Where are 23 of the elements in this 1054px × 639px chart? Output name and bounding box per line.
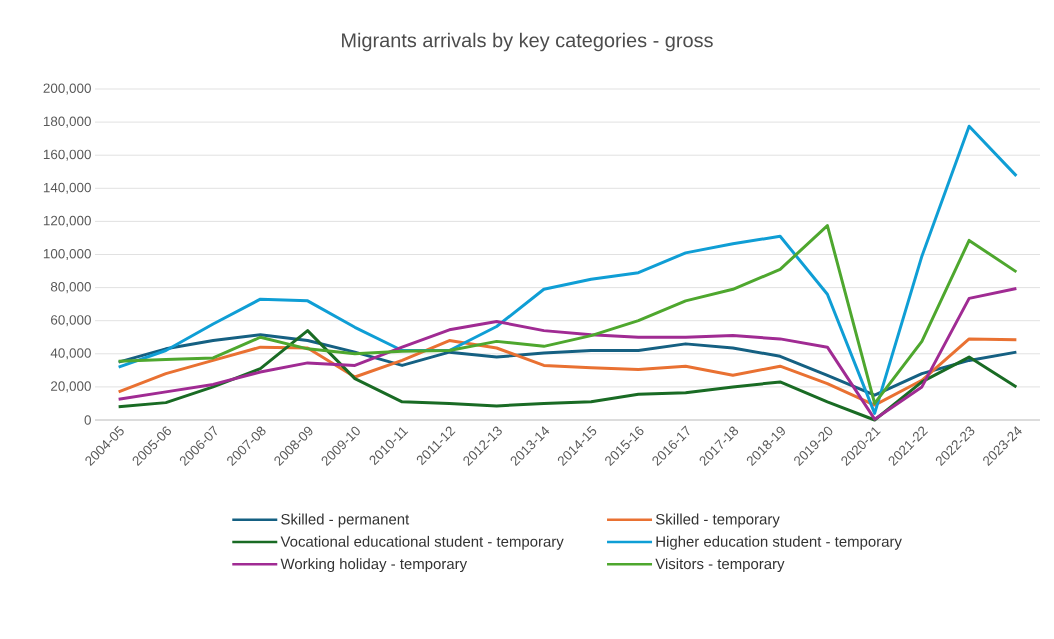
y-tick-label: 40,000 (50, 348, 91, 360)
y-tick-label: 20,000 (51, 381, 91, 393)
legend-label: Working holiday - temporary (280, 558, 468, 573)
y-tick-label: 0 (84, 415, 91, 425)
legend-label: Visitors - temporary (655, 558, 785, 573)
legend-label: Vocational educational student - temporary (280, 535, 564, 550)
line-series (117, 337, 1018, 407)
y-tick-label: 80,000 (50, 282, 91, 294)
legend-label: Skilled - temporary (655, 513, 780, 528)
line-series (117, 329, 1018, 422)
line-series (117, 224, 1018, 405)
y-tick-label: 100,000 (43, 248, 91, 261)
y-tick-label: 140,000 (43, 182, 91, 194)
y-tick-label: 120,000 (43, 215, 91, 227)
y-tick-label: 180,000 (43, 116, 91, 128)
y-tick-label: 60,000 (51, 315, 91, 327)
legend-label: Higher education student - temporary (656, 535, 902, 550)
chart-title: Migrants arrivals by key categories - gross (342, 32, 713, 52)
line-series (117, 286, 1018, 421)
y-tick-label: 200,000 (43, 83, 91, 95)
y-tick-label: 160,000 (43, 149, 91, 161)
line-series (117, 124, 1018, 415)
legend-label: Skilled - permanent (281, 513, 410, 528)
